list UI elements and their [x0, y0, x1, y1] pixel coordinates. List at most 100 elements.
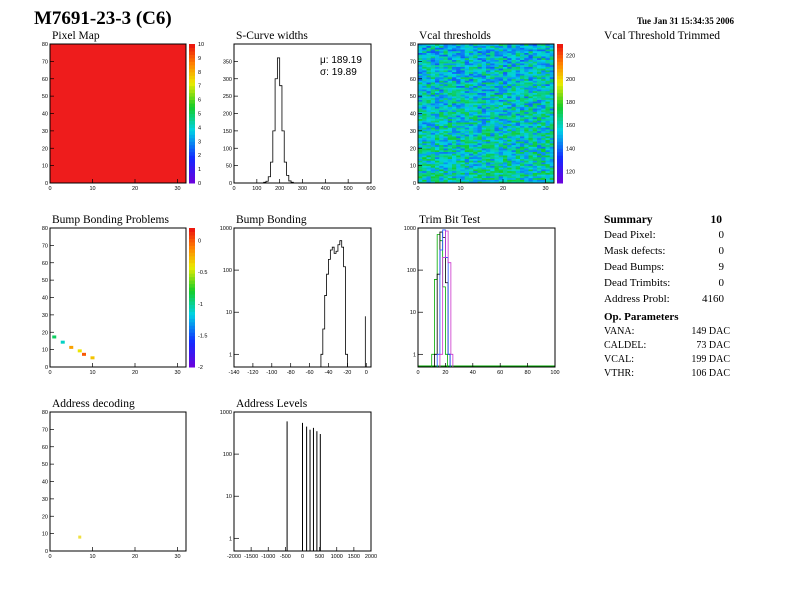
vcal-cell — [443, 132, 449, 135]
vcal-cell — [481, 110, 487, 113]
vcal-cell — [422, 132, 427, 135]
vcal-cell — [481, 47, 487, 50]
vcal-cell — [528, 118, 534, 121]
vcal-cell — [486, 104, 491, 107]
x-tick-label: 30 — [542, 186, 548, 192]
vcal-cell — [418, 80, 423, 83]
vcal-cell — [520, 170, 525, 173]
vcal-cell — [524, 56, 529, 59]
vcal-cell — [460, 80, 466, 83]
x-tick-label: 0 — [48, 554, 51, 560]
vcal-cell — [498, 170, 504, 173]
vcal-cell — [541, 134, 546, 137]
vcal-cell — [515, 110, 521, 113]
s-curve-histogram — [261, 57, 296, 184]
vcal-cell — [511, 170, 517, 173]
bump-problems-colorbar-segment — [189, 304, 195, 309]
vcal-cell — [524, 47, 529, 50]
vcal-cell — [507, 134, 512, 137]
vcal-cell — [439, 66, 444, 69]
vcal-cell — [507, 56, 512, 59]
bump-problems-colorbar-segment — [189, 287, 195, 292]
vcal-cell — [524, 132, 529, 135]
vcal-cell — [490, 163, 495, 166]
vcal-cell — [520, 103, 525, 106]
vcal-cell — [439, 123, 444, 126]
vcal-cell — [503, 134, 508, 137]
vcal-cell — [511, 149, 517, 153]
vcal-cell — [422, 89, 427, 92]
vcal-cell — [460, 139, 466, 142]
vcal-cell — [520, 94, 525, 97]
vcal-cell — [537, 163, 542, 166]
vcal-cell — [443, 63, 449, 66]
vcal-cell — [541, 158, 546, 161]
vcal-cell — [452, 118, 457, 121]
vcal-cell — [486, 143, 491, 146]
y-tick-label: 60 — [410, 77, 416, 83]
vcal-cell — [464, 139, 470, 142]
vcal-cell — [503, 149, 508, 153]
vcal-cell — [494, 118, 500, 121]
vcal-cell — [460, 163, 466, 166]
vcal-cell — [426, 177, 432, 180]
vcal-cell — [447, 116, 453, 120]
vcal-cell — [422, 113, 427, 116]
vcal-cell — [549, 170, 555, 173]
vcal-cell — [498, 158, 504, 161]
vcal-cell — [435, 130, 440, 133]
pixel-map-colorbar-segment — [189, 44, 195, 48]
vcal-cell — [422, 71, 427, 74]
vcal-cell — [460, 70, 466, 73]
vcal-cell — [507, 82, 512, 85]
vcal-cell — [460, 71, 466, 74]
vcal-cell — [439, 158, 444, 161]
vcal-cell — [469, 155, 474, 158]
vcal-cell — [460, 59, 466, 62]
vcal-cell — [498, 167, 504, 170]
vcal-thresholds-colorbar-segment — [557, 144, 563, 149]
vcal-cell — [477, 89, 483, 92]
vcal-cell — [503, 162, 508, 165]
vcal-cell — [430, 115, 436, 118]
vcal-cell — [532, 146, 538, 149]
vcal-cell — [460, 158, 466, 161]
vcal-cell — [490, 169, 495, 172]
summary-row-label: Dead Bumps: — [604, 261, 665, 273]
vcal-cell — [422, 73, 427, 76]
vcal-cell — [498, 57, 504, 60]
vcal-cell — [447, 44, 453, 47]
vcal-cell — [452, 57, 457, 60]
vcal-cell — [477, 127, 483, 130]
vcal-cell — [452, 139, 457, 142]
vcal-cell — [503, 179, 508, 182]
vcal-cell — [456, 155, 461, 158]
vcal-cell — [452, 75, 457, 78]
vcal-cell — [435, 123, 440, 126]
vcal-cell — [473, 129, 478, 132]
vcal-cell — [549, 160, 555, 163]
vcal-cell — [460, 101, 466, 104]
vcal-cell — [537, 134, 542, 137]
vcal-cell — [545, 96, 551, 99]
vcal-cell — [549, 123, 555, 126]
vcal-cell — [460, 125, 466, 128]
vcal-cell — [549, 104, 555, 107]
vcal-cell — [498, 71, 504, 74]
vcal-cell — [473, 47, 478, 50]
vcal-cell — [486, 163, 491, 166]
vcal-cell — [460, 155, 466, 158]
vcal-cell — [447, 87, 453, 90]
vcal-cell — [469, 96, 474, 99]
vcal-cell — [464, 54, 470, 57]
vcal-cell — [460, 87, 466, 90]
vcal-cell — [541, 162, 546, 165]
vcal-cell — [452, 103, 457, 106]
vcal-cell — [524, 49, 529, 52]
vcal-cell — [464, 83, 470, 86]
vcal-cell — [545, 127, 551, 130]
vcal-cell — [541, 73, 546, 76]
vcal-cell — [524, 163, 529, 166]
vcal-cell — [545, 167, 551, 170]
vcal-cell — [490, 127, 495, 130]
